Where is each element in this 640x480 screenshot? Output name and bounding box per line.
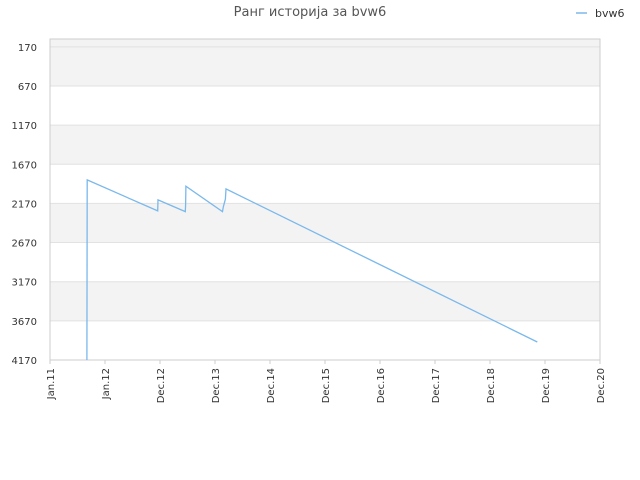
chart-title: Ранг историја за bvw6 xyxy=(234,5,387,20)
x-tick-label: Jan.12 xyxy=(101,368,112,400)
y-tick-label: 1670 xyxy=(12,160,37,171)
legend-label-bvw6: bvw6 xyxy=(595,7,625,20)
x-tick-label: Jan.11 xyxy=(46,368,57,400)
y-tick-label: 3170 xyxy=(12,278,37,289)
series-layer xyxy=(86,178,538,361)
plot-bands xyxy=(50,39,600,321)
plot-band xyxy=(50,46,600,86)
y-tick-label: 1170 xyxy=(12,121,37,132)
plot-band xyxy=(50,39,600,47)
x-tick-label: Dec.14 xyxy=(266,368,277,403)
y-tick-label: 170 xyxy=(18,43,37,54)
legend[interactable]: bvw6 xyxy=(576,7,625,20)
y-tick-label: 670 xyxy=(18,82,37,93)
x-tick-label: Dec.19 xyxy=(541,368,552,403)
x-tick-label: Dec.16 xyxy=(376,368,387,403)
plot-band xyxy=(50,281,600,321)
x-tick-label: Dec.15 xyxy=(321,368,332,403)
y-tick-label: 4170 xyxy=(12,356,37,367)
x-axis: Jan.11 Jan.12 Dec.12 Dec.13 Dec.14 Dec.15 Dec.… xyxy=(46,360,607,403)
x-tick-label: Dec.20 xyxy=(596,368,607,403)
y-tick-label: 2670 xyxy=(12,239,37,250)
y-tick-label: 2170 xyxy=(12,199,37,210)
x-tick-label: Dec.18 xyxy=(486,368,497,403)
plot-band xyxy=(50,125,600,165)
x-tick-label: Dec.12 xyxy=(156,368,167,403)
plot-band xyxy=(50,203,600,243)
y-tick-label: 3670 xyxy=(12,317,37,328)
series-line-bvw6 xyxy=(86,178,538,361)
x-tick-label: Dec.13 xyxy=(211,368,222,403)
y-axis: 170 670 1170 1670 2170 2670 3170 3670 4170 xyxy=(12,43,37,367)
x-tick-label: Dec.17 xyxy=(431,368,442,403)
